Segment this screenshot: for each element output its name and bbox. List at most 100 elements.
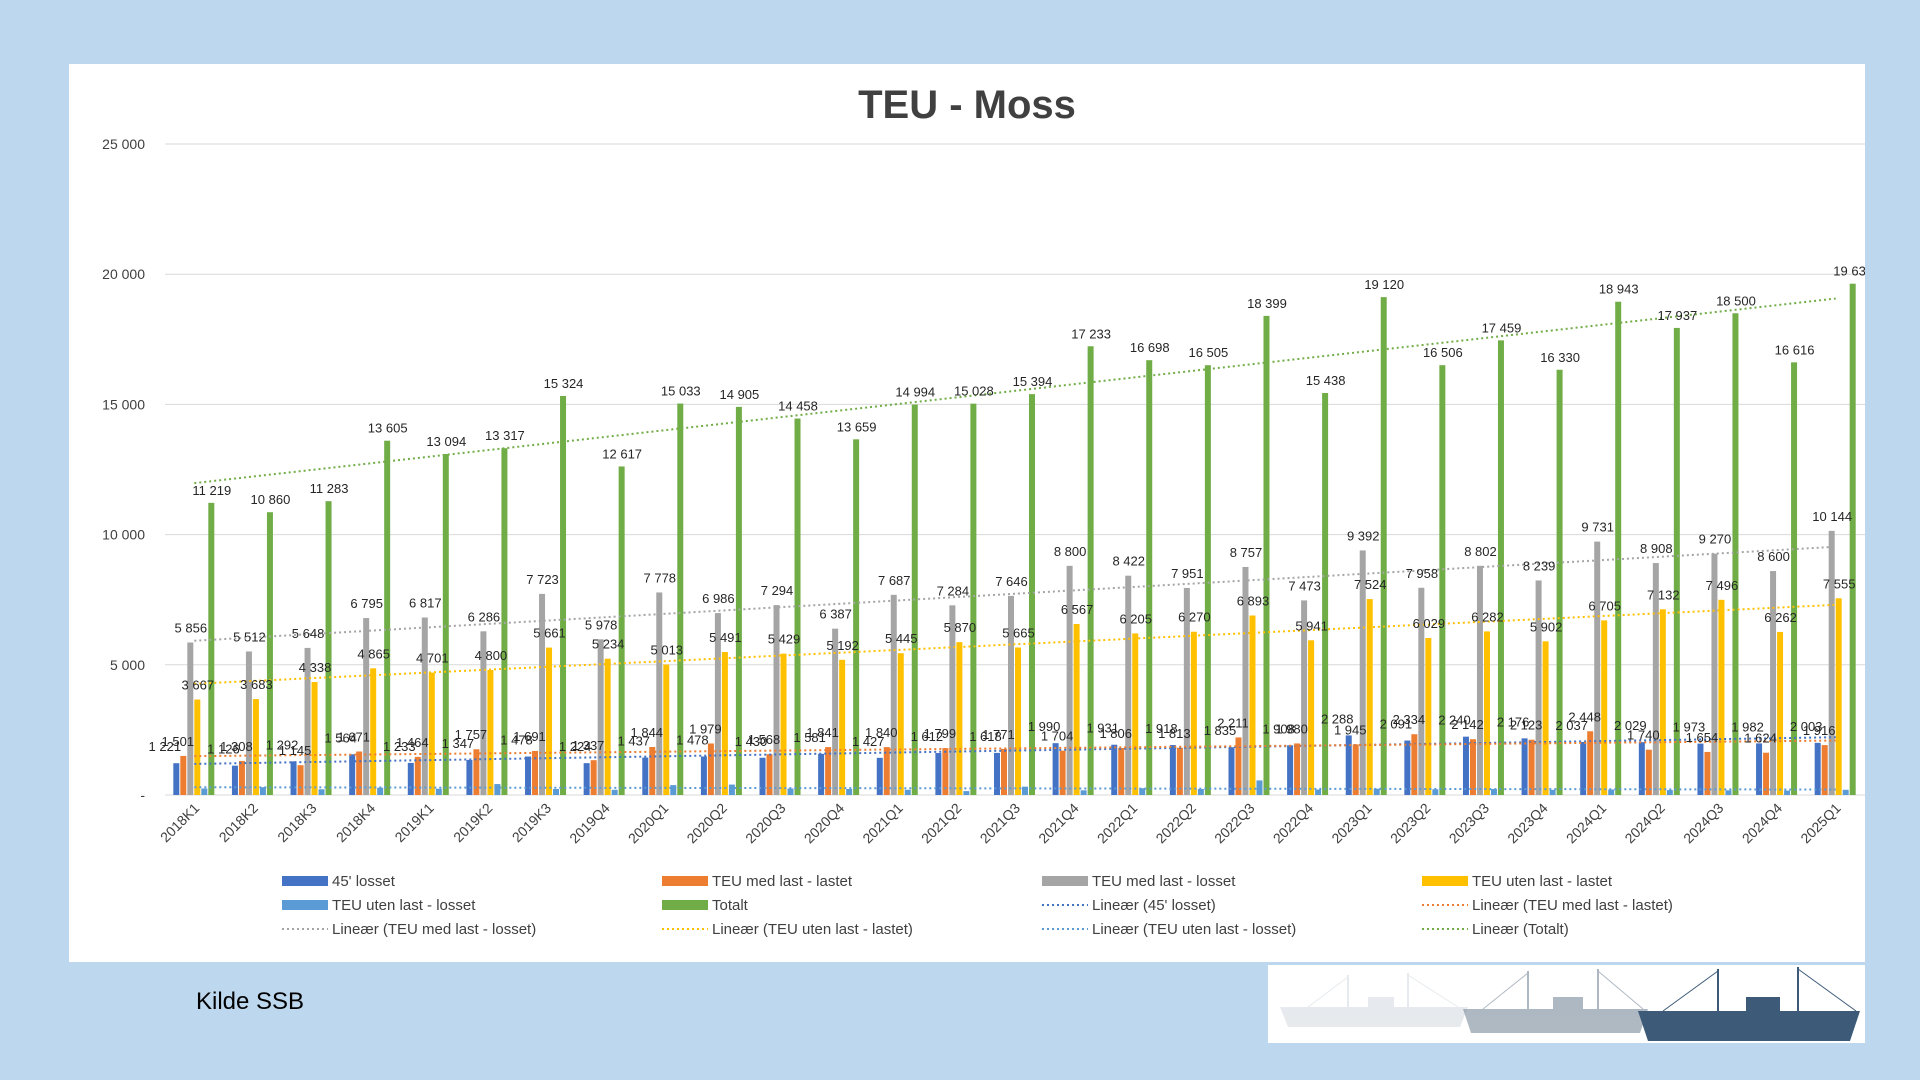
data-label: 2 003 — [1790, 719, 1823, 734]
legend-label: Lineær (Totalt) — [1472, 921, 1569, 938]
data-label: 4 800 — [475, 648, 508, 663]
data-label: 18 399 — [1247, 296, 1287, 311]
bar — [1418, 587, 1425, 795]
x-tick-label: 2023Q3 — [1446, 800, 1493, 847]
data-label: 9 392 — [1347, 528, 1380, 543]
x-tick-label: 2021Q2 — [918, 800, 965, 847]
bar — [994, 752, 1000, 795]
bar — [1462, 736, 1469, 795]
data-label: 5 941 — [1295, 618, 1328, 633]
data-label: 13 094 — [426, 434, 466, 449]
bar — [1008, 595, 1014, 795]
data-label: 16 698 — [1130, 340, 1170, 355]
data-label: 18 500 — [1716, 293, 1756, 308]
data-label: 16 506 — [1423, 345, 1463, 360]
bar — [1549, 789, 1556, 795]
bar — [773, 605, 780, 795]
data-label: 5 665 — [1002, 625, 1035, 640]
bar — [1301, 600, 1308, 795]
data-label: 14 994 — [895, 385, 935, 400]
x-tick-label: 2024Q4 — [1739, 800, 1786, 847]
x-tick-label: 2018K1 — [157, 800, 203, 846]
legend-marker — [1422, 876, 1468, 886]
trendline — [194, 736, 1836, 765]
data-label: 1 464 — [396, 735, 429, 750]
data-label: 7 778 — [644, 570, 677, 585]
bar — [421, 617, 428, 795]
bar — [1073, 623, 1080, 795]
data-label: 6 282 — [1471, 609, 1504, 624]
data-label: 4 338 — [299, 660, 332, 675]
bar — [187, 642, 194, 795]
bar — [1052, 743, 1059, 795]
legend-marker — [282, 876, 328, 886]
data-label: 2 240 — [1438, 713, 1471, 728]
data-label: 1 430 — [735, 734, 768, 749]
data-label: 1 347 — [442, 736, 475, 751]
bar — [1542, 641, 1549, 795]
x-tick-label: 2021Q3 — [977, 800, 1024, 847]
data-label: 7 951 — [1171, 566, 1204, 581]
data-label: 11 219 — [192, 483, 231, 498]
bar — [501, 448, 508, 795]
bar — [1673, 327, 1680, 795]
bar — [1528, 739, 1535, 795]
bar — [487, 670, 494, 795]
y-tick-label: 5 000 — [110, 657, 145, 673]
bar — [1249, 615, 1256, 795]
bar — [532, 750, 539, 795]
data-label: 6 986 — [702, 591, 735, 606]
bar — [1638, 742, 1645, 795]
bar — [363, 618, 370, 795]
data-label: 5 512 — [233, 629, 266, 644]
bar — [1242, 566, 1249, 795]
data-label: 2 029 — [1614, 718, 1647, 733]
x-tick-label: 2018K3 — [274, 800, 320, 846]
x-tick-label: 2023Q1 — [1328, 800, 1375, 847]
bar — [349, 754, 356, 795]
bar — [970, 403, 977, 795]
legend-label: Lineær (45' losset) — [1092, 897, 1216, 914]
data-label: 1 841 — [806, 725, 839, 740]
bar — [553, 789, 560, 795]
data-label: 7 958 — [1406, 566, 1439, 581]
bar — [1204, 365, 1211, 795]
bar — [1439, 365, 1446, 795]
bar — [1770, 571, 1777, 795]
data-label: 5 978 — [585, 617, 618, 632]
bar — [1469, 739, 1476, 795]
data-label: 4 701 — [416, 651, 449, 666]
data-label: 8 239 — [1523, 558, 1556, 573]
bar — [642, 757, 649, 795]
data-label: 2 176 — [1497, 714, 1530, 729]
data-label: 1 704 — [1041, 729, 1074, 744]
data-label: 7 723 — [526, 572, 559, 587]
bar — [1190, 631, 1197, 795]
bar — [180, 755, 187, 795]
y-tick-label: 10 000 — [102, 527, 145, 543]
bar — [1777, 631, 1784, 795]
bar — [1404, 740, 1411, 795]
data-label: 1 840 — [865, 725, 898, 740]
trendline — [194, 545, 1836, 642]
ship-illustration — [1268, 965, 1865, 1043]
trendline — [194, 603, 1836, 685]
data-label: 15 394 — [1013, 374, 1053, 389]
data-label: 2 091 — [1380, 717, 1413, 732]
data-label: 10 144 — [1812, 509, 1852, 524]
bar — [1704, 751, 1711, 795]
data-label: 1 931 — [1086, 721, 1119, 736]
legend-label: TEU med last - losset — [1092, 873, 1236, 890]
bar — [897, 653, 904, 795]
data-label: 14 458 — [778, 399, 818, 414]
data-label: 5 870 — [944, 620, 977, 635]
bar — [414, 756, 421, 795]
bar — [1235, 737, 1242, 795]
data-label: 5 661 — [533, 626, 566, 641]
x-tick-label: 2018K2 — [216, 800, 262, 846]
bar — [435, 788, 442, 795]
data-label: 3 683 — [240, 677, 273, 692]
data-label: 6 286 — [468, 609, 501, 624]
bar — [473, 749, 480, 795]
bar — [1849, 283, 1856, 795]
